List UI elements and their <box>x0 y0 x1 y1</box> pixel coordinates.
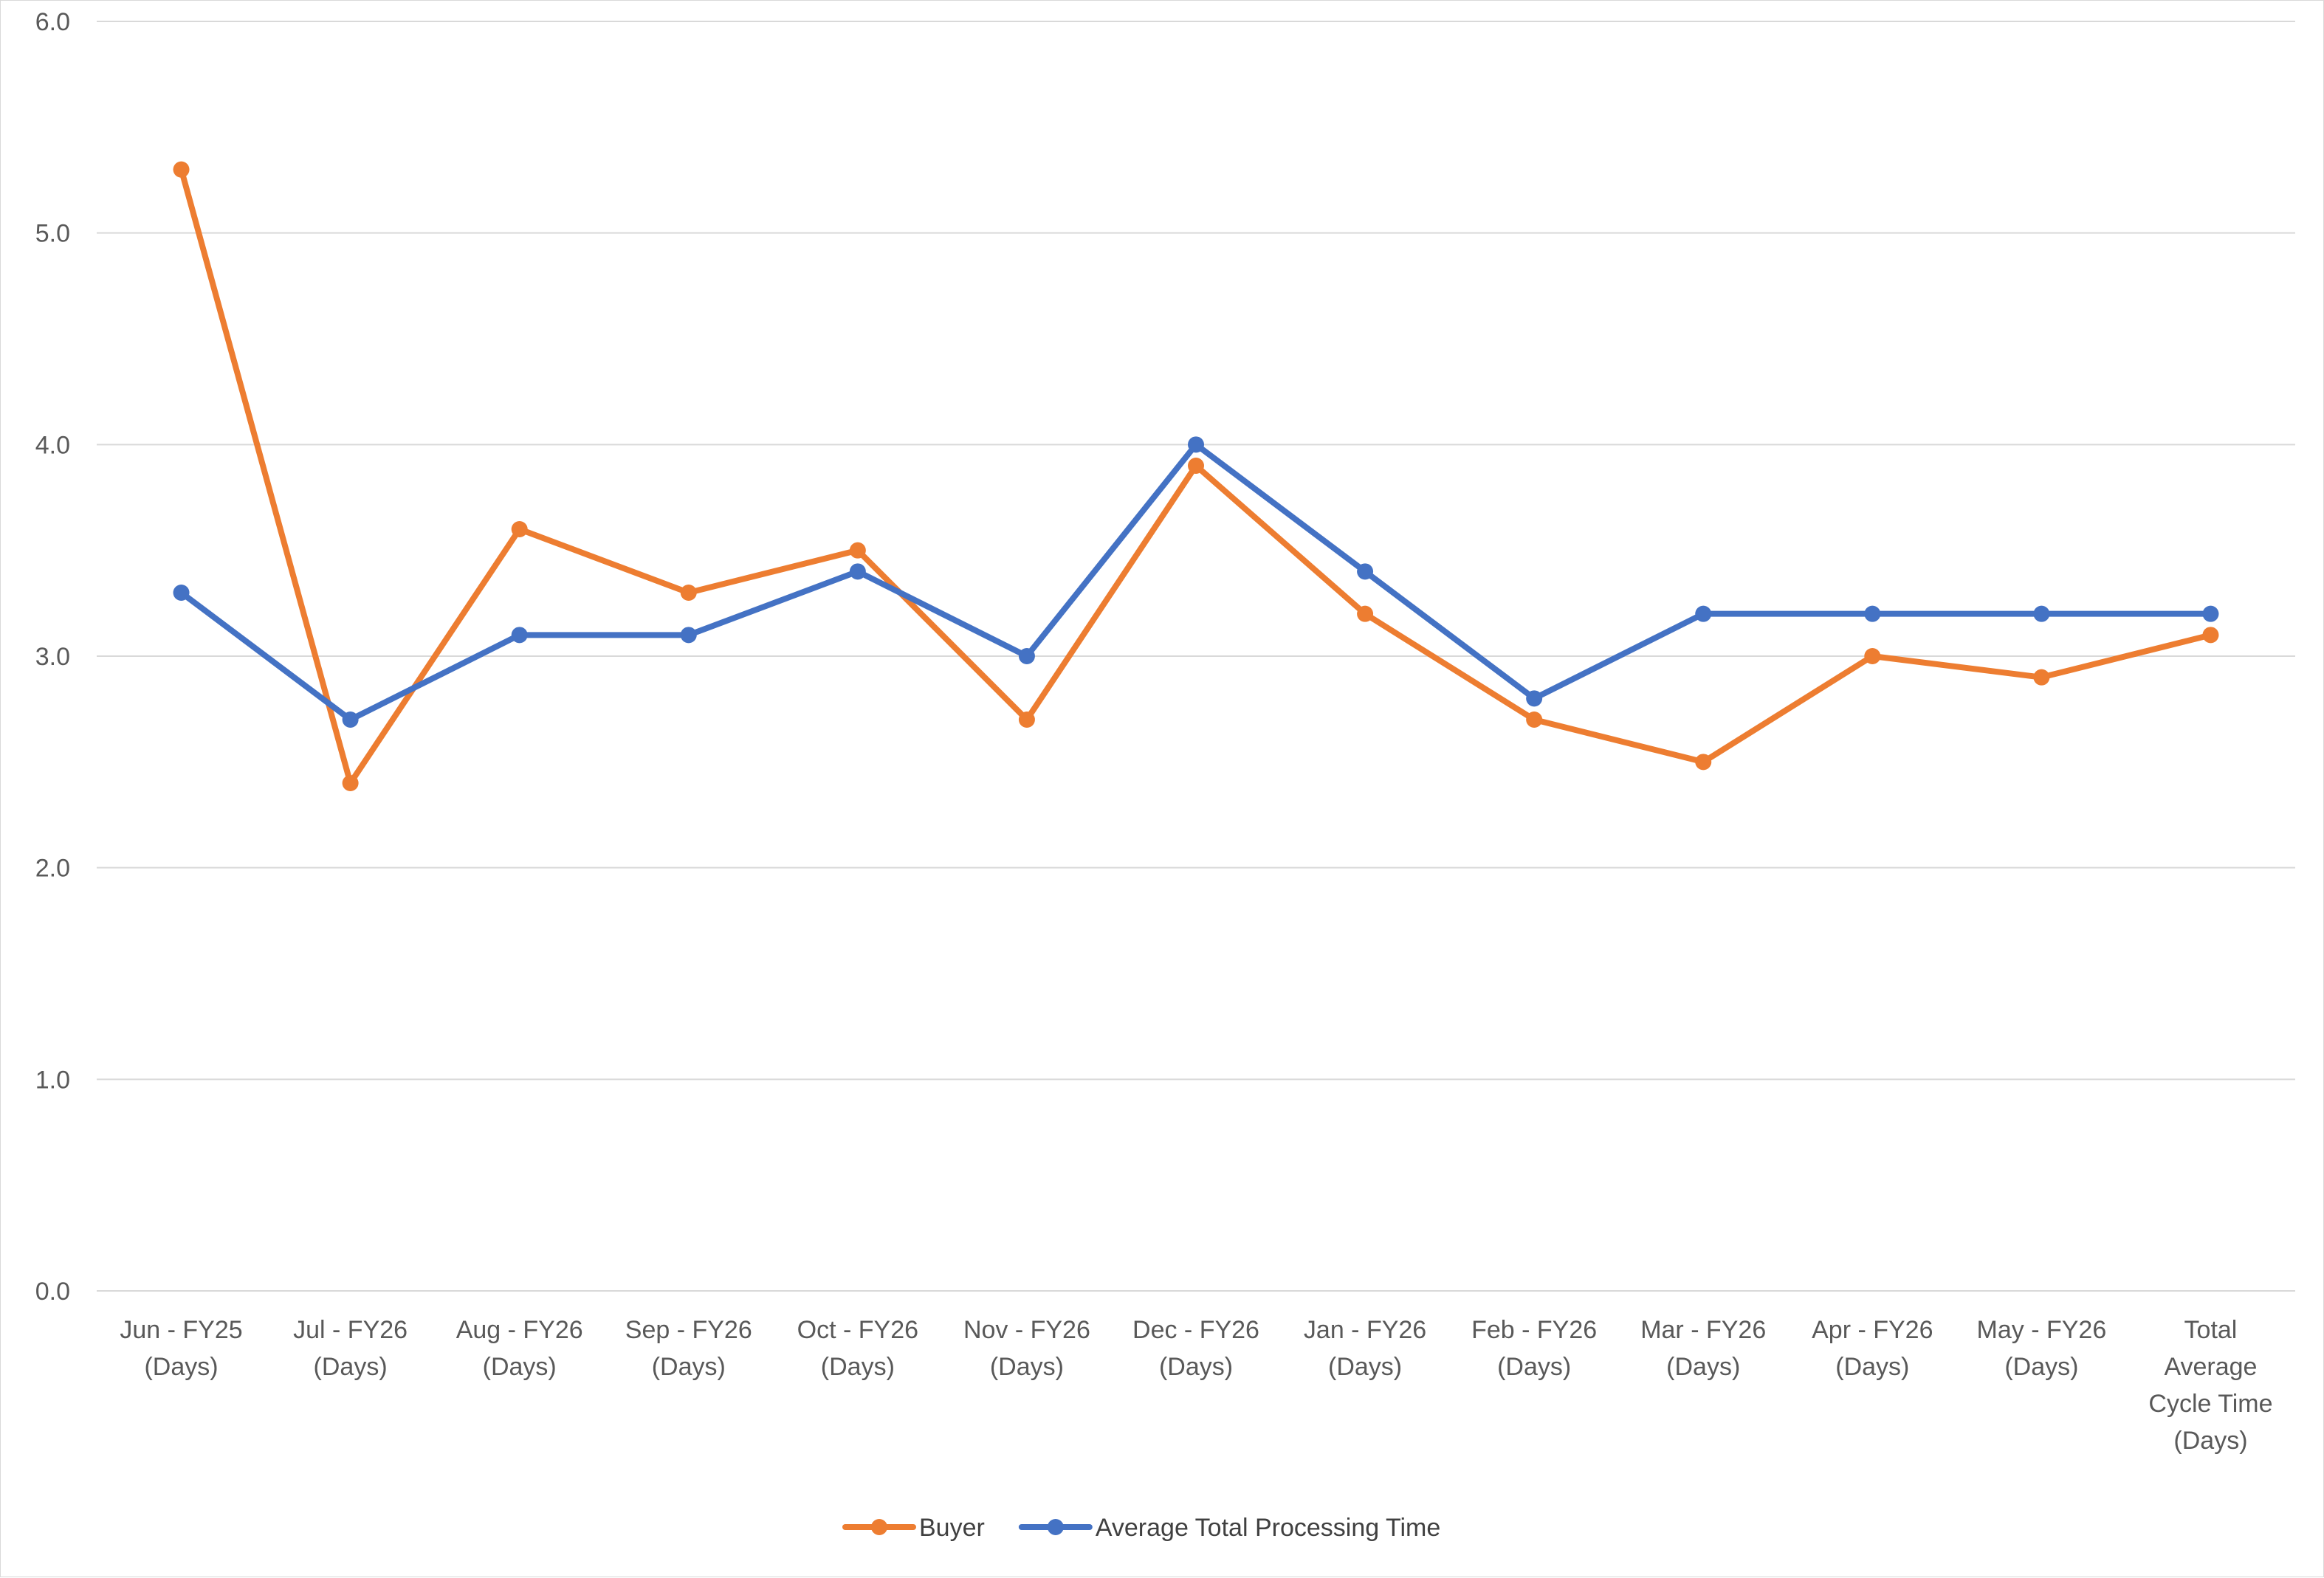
data-point-average-total-processing-time <box>2202 605 2219 622</box>
data-point-buyer <box>2202 627 2219 644</box>
data-point-buyer <box>849 542 866 559</box>
data-point-average-total-processing-time <box>1188 436 1204 453</box>
data-point-buyer <box>1864 648 1881 664</box>
x-tick-label: Aug - FY26 (Days) <box>456 1316 583 1381</box>
legend-marker-average-total-processing-time <box>1047 1519 1064 1535</box>
x-tick-label: Jan - FY26 (Days) <box>1304 1316 1426 1381</box>
series-line-buyer <box>178 166 2214 786</box>
y-tick-label: 4.0 <box>35 431 70 459</box>
series-lines <box>173 161 2219 791</box>
y-tick-label: 3.0 <box>35 643 70 671</box>
legend-label-average-total-processing-time: Average Total Processing Time <box>1096 1514 1440 1542</box>
data-point-buyer <box>2033 669 2050 686</box>
x-tick-label: Dec - FY26 (Days) <box>1132 1316 1259 1381</box>
legend: Buyer Average Total Processing Time <box>842 1514 1440 1542</box>
x-tick-label: May - FY26 (Days) <box>1977 1316 2107 1381</box>
y-tick-label: 0.0 <box>35 1278 70 1306</box>
x-tick-label: Sep - FY26 (Days) <box>625 1316 752 1381</box>
x-tick-label: Jul - FY26 (Days) <box>293 1316 408 1381</box>
x-tick-label: Total Average Cycle Time (Days) <box>2148 1316 2272 1455</box>
data-point-buyer <box>173 161 190 178</box>
data-point-average-total-processing-time <box>342 712 359 728</box>
data-point-average-total-processing-time <box>1695 605 1712 622</box>
data-point-average-total-processing-time <box>1018 648 1035 664</box>
gridlines <box>97 21 2295 1292</box>
x-tick-label: Apr - FY26 (Days) <box>1812 1316 1933 1381</box>
data-point-average-total-processing-time <box>173 585 190 601</box>
legend-label-buyer: Buyer <box>919 1514 985 1542</box>
data-point-buyer <box>1357 605 1374 622</box>
legend-marker-buyer <box>871 1519 887 1535</box>
data-point-average-total-processing-time <box>680 627 697 644</box>
y-tick-label: 1.0 <box>35 1066 70 1094</box>
data-point-buyer <box>1526 712 1543 728</box>
x-tick-label: Nov - FY26 (Days) <box>963 1316 1090 1381</box>
data-point-buyer <box>1188 458 1204 474</box>
data-point-buyer <box>1018 712 1035 728</box>
data-point-average-total-processing-time <box>1864 605 1881 622</box>
x-tick-label: Mar - FY26 (Days) <box>1640 1316 1766 1381</box>
y-axis-tick-labels: 0.0 1.0 2.0 3.0 4.0 5.0 6.0 <box>35 8 70 1306</box>
y-tick-label: 5.0 <box>35 220 70 248</box>
x-tick-label: Oct - FY26 (Days) <box>797 1316 918 1381</box>
data-point-buyer <box>511 521 528 537</box>
data-point-buyer <box>342 775 359 791</box>
x-tick-label: Feb - FY26 (Days) <box>1471 1316 1597 1381</box>
data-point-buyer <box>1695 754 1712 771</box>
x-axis-tick-labels: Jun - FY25 (Days) Jul - FY26 (Days) Aug - FY… <box>120 1316 2272 1455</box>
data-point-average-total-processing-time <box>1526 690 1543 707</box>
y-tick-label: 2.0 <box>35 855 70 883</box>
data-point-average-total-processing-time <box>849 563 866 580</box>
data-point-average-total-processing-time <box>511 627 528 644</box>
data-point-average-total-processing-time <box>2033 605 2050 622</box>
y-tick-label: 6.0 <box>35 8 70 36</box>
data-point-average-total-processing-time <box>1357 563 1374 580</box>
x-tick-label: Jun - FY25 (Days) <box>120 1316 242 1381</box>
data-point-buyer <box>680 585 697 601</box>
